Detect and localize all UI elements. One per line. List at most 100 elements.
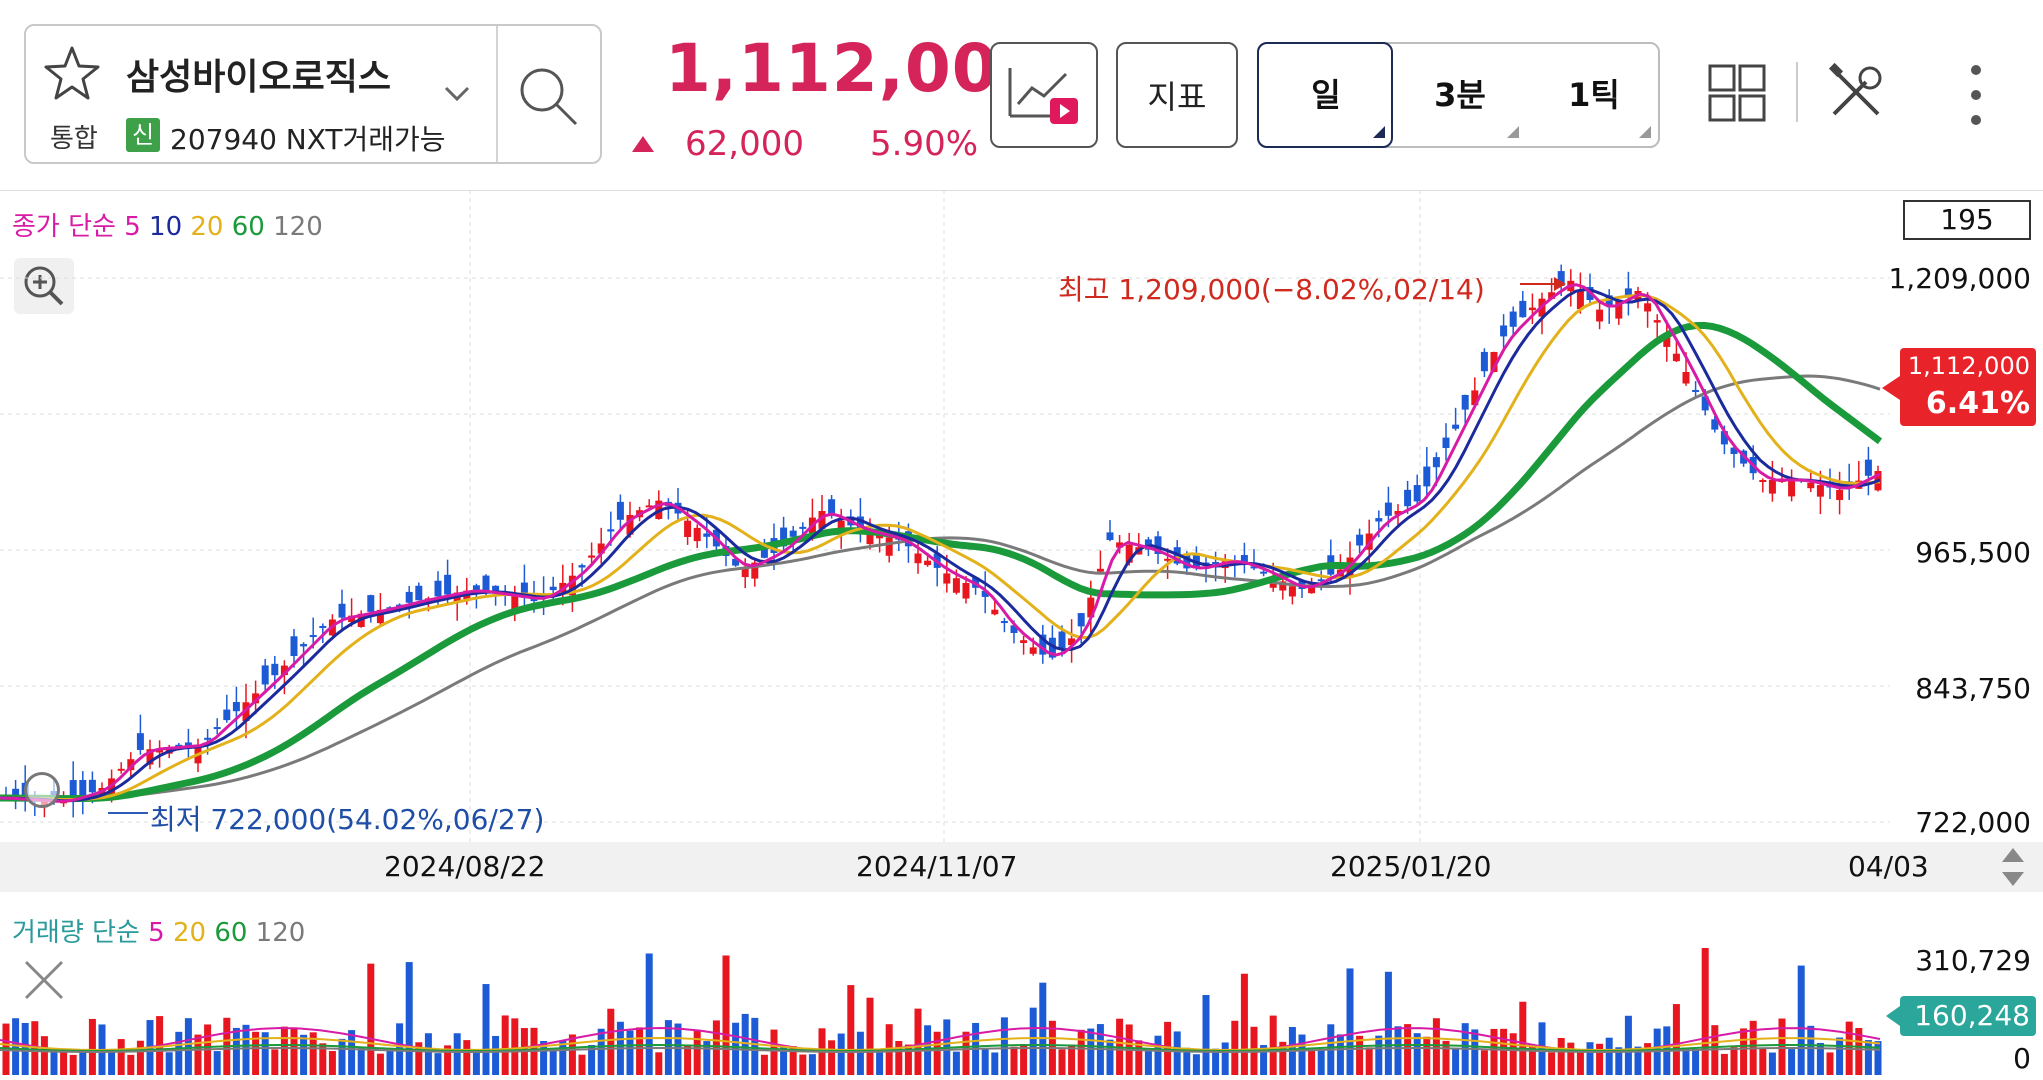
- candle-body: [885, 537, 893, 556]
- grid-layout-icon[interactable]: [1708, 64, 1766, 122]
- current-volume-tag-value: 160,248: [1914, 999, 2030, 1032]
- volume-bar: [1346, 968, 1354, 1075]
- star-icon[interactable]: [42, 44, 102, 104]
- volume-bar: [1634, 1046, 1642, 1075]
- stock-selector[interactable]: 삼성바이오로직스 통합 신 207940 NXT거래가능: [24, 24, 602, 164]
- candle-body: [1096, 568, 1104, 572]
- volume-bar: [904, 1044, 912, 1075]
- volume-chart-canvas[interactable]: [0, 940, 1890, 1080]
- candle-body: [127, 759, 135, 771]
- candle-body: [1836, 489, 1844, 500]
- more-vertical-icon[interactable]: [1966, 62, 1986, 128]
- volume-bar: [1528, 1044, 1536, 1075]
- candle-body: [751, 562, 759, 579]
- volume-bar: [1509, 1033, 1517, 1075]
- volume-bar: [1519, 1001, 1527, 1075]
- volume-bar: [1269, 1015, 1277, 1075]
- volume-bar: [482, 984, 490, 1075]
- candle-body: [732, 558, 740, 566]
- volume-bar: [79, 1050, 87, 1075]
- candle-body: [876, 534, 884, 539]
- volume-bar: [1682, 1047, 1690, 1075]
- crosshair-handle-icon[interactable]: [24, 772, 60, 808]
- volume-bar: [1192, 1054, 1200, 1075]
- ma-legend: 종가 단순 5 10 20 60 120: [12, 206, 323, 243]
- volume-bar: [1759, 1047, 1767, 1075]
- candle-body: [780, 527, 788, 547]
- stock-code-info: 207940 NXT거래가능: [170, 123, 446, 156]
- volume-bar: [175, 1031, 183, 1075]
- tab-3min[interactable]: 3분: [1434, 76, 1486, 114]
- candle-body: [79, 779, 87, 796]
- volume-bar: [252, 1031, 260, 1075]
- scroll-updown-icon[interactable]: [2000, 846, 2026, 888]
- volume-bar: [1740, 1028, 1748, 1075]
- volume-bar: [1068, 1044, 1076, 1075]
- volume-bar: [712, 1020, 720, 1075]
- candle-body: [472, 585, 480, 591]
- tools-icon[interactable]: [1826, 62, 1886, 122]
- price-chart-canvas[interactable]: [0, 190, 1890, 842]
- volume-bar: [1548, 1052, 1556, 1075]
- candle-body: [1125, 544, 1133, 563]
- high-arrow: [1520, 283, 1562, 285]
- volume-ma-60-line: [0, 1043, 1881, 1053]
- candle-body: [1816, 485, 1824, 497]
- candle-body: [1144, 539, 1152, 550]
- volume-bar: [559, 1040, 567, 1075]
- candle-body: [1432, 457, 1440, 468]
- volume-bar: [645, 953, 653, 1075]
- candle-count-box[interactable]: 195: [1903, 200, 2031, 240]
- chevron-down-icon[interactable]: [442, 78, 472, 108]
- volume-bar: [1308, 1047, 1316, 1075]
- candle-body: [1692, 389, 1700, 392]
- chart-play-button[interactable]: [990, 42, 1098, 148]
- candle-body: [309, 635, 317, 638]
- candle-body: [1087, 597, 1095, 618]
- candle-body: [607, 529, 615, 532]
- volume-legend-60: 60: [214, 918, 248, 948]
- volume-bar: [1490, 1028, 1498, 1075]
- candle-body: [1317, 579, 1325, 582]
- candle-body: [1576, 290, 1584, 310]
- stock-name[interactable]: 삼성바이오로직스: [126, 57, 391, 98]
- volume-bar: [933, 1031, 941, 1075]
- volume-bar: [991, 1052, 999, 1075]
- volume-bar: [300, 1034, 308, 1075]
- volume-bar: [914, 1008, 922, 1075]
- candle-body: [568, 575, 576, 596]
- candle-body: [684, 520, 692, 538]
- zoom-in-button[interactable]: [14, 258, 74, 314]
- candle-body: [1548, 292, 1556, 299]
- tab-day[interactable]: 일: [1311, 76, 1341, 114]
- candle-body: [1250, 566, 1258, 569]
- tab-1tick[interactable]: 1틱: [1568, 76, 1620, 114]
- volume-legend-120: 120: [255, 918, 306, 948]
- volume-bar: [501, 1015, 509, 1075]
- candle-body: [799, 526, 807, 529]
- close-volume-icon[interactable]: [20, 956, 68, 1004]
- price-change-pct: 5.90%: [870, 124, 979, 164]
- candle-body: [1068, 638, 1076, 646]
- search-icon[interactable]: [516, 64, 580, 128]
- candle-body: [1058, 631, 1066, 648]
- volume-bar: [117, 1039, 125, 1075]
- volume-bar: [655, 1052, 663, 1075]
- candle-body: [1615, 300, 1623, 319]
- candle-body: [338, 603, 346, 618]
- volume-bar: [1202, 995, 1210, 1075]
- indicator-button[interactable]: 지표: [1116, 42, 1238, 148]
- candle-body: [1154, 536, 1162, 554]
- candle-body: [492, 585, 500, 594]
- candle-body: [184, 742, 192, 746]
- volume-bar: [1874, 1041, 1882, 1075]
- candle-body: [1720, 431, 1728, 445]
- zoom-in-icon: [24, 266, 64, 306]
- volume-bar: [1500, 1028, 1508, 1075]
- volume-bar: [568, 1034, 576, 1075]
- current-pct-tag-value: 6.41%: [1925, 386, 2030, 421]
- candle-body: [1375, 518, 1383, 522]
- candle-body: [405, 591, 413, 603]
- volume-bar: [799, 1054, 807, 1075]
- x-axis-bar[interactable]: 2024/08/22 2024/11/07 2025/01/20 04/03: [0, 842, 2043, 892]
